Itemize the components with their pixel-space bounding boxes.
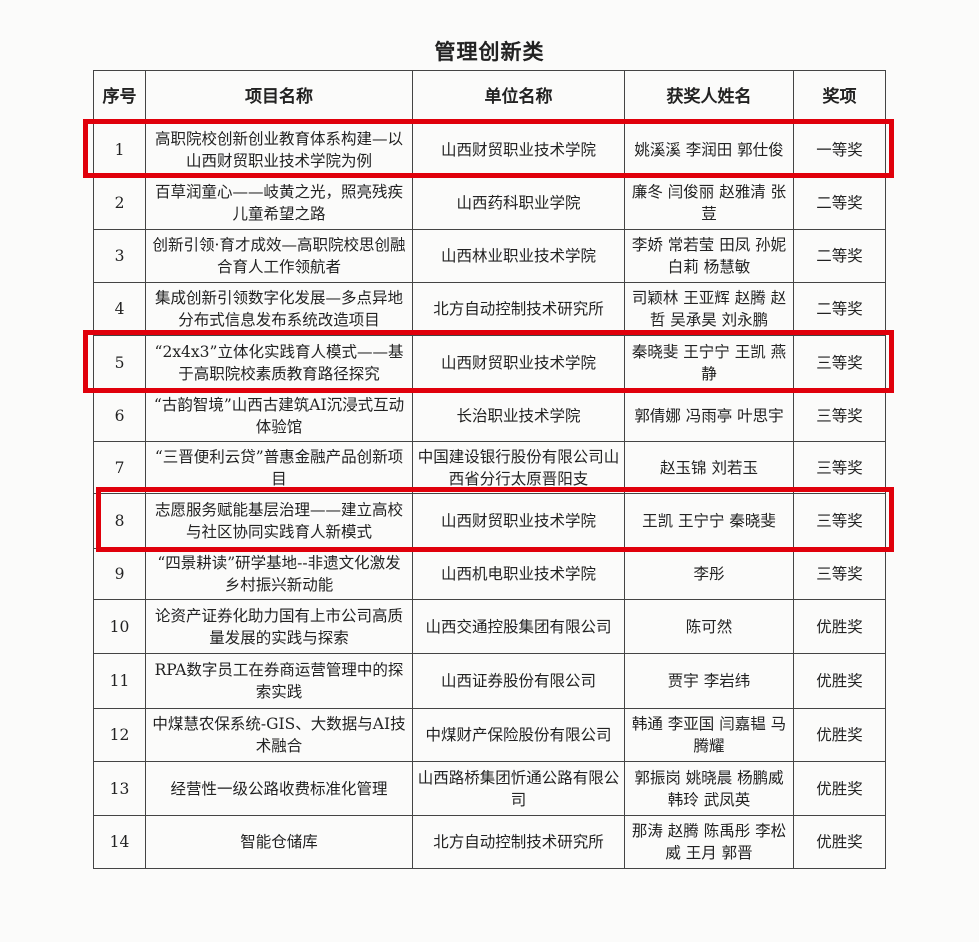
cell-project: RPA数字员工在券商运营管理中的探索实践 [145, 653, 413, 709]
cell-unit: 山西路桥集团忻通公路有限公司 [412, 761, 625, 816]
document-title: 管理创新类 [434, 39, 545, 64]
cell-unit: 长治职业技术学院 [412, 389, 625, 442]
table-row: 11 RPA数字员工在券商运营管理中的探索实践 山西证券股份有限公司 贾宇 李岩纬 优胜… [93, 653, 886, 709]
cell-no: 2 [93, 176, 146, 230]
cell-winners: 李彤 [624, 548, 794, 600]
cell-award: 二等奖 [793, 176, 886, 230]
cell-no: 5 [93, 335, 146, 390]
cell-winners: 赵玉锦 刘若玉 [624, 441, 794, 494]
cell-no: 9 [93, 548, 146, 600]
cell-no: 14 [93, 815, 146, 869]
cell-project: “四景耕读”研学基地--非遗文化激发乡村振兴新动能 [145, 548, 413, 600]
cell-project: 经营性一级公路收费标准化管理 [145, 761, 413, 816]
table-row: 10 论资产证券化助力国有上市公司高质量发展的实践与探索 山西交通控股集团有限公司陈… [93, 599, 886, 654]
cell-project: 智能仓储库 [145, 815, 413, 869]
cell-winners: 姚溪溪 李润田 郭仕俊 [624, 123, 794, 177]
cell-unit: 山西财贸职业技术学院 [412, 123, 625, 177]
cell-winners: 郭倩娜 冯雨亭 叶思宇 [624, 389, 794, 442]
cell-award: 优胜奖 [793, 599, 886, 654]
cell-unit: 山西证券股份有限公司 [412, 653, 625, 709]
cell-no: 12 [93, 708, 146, 762]
cell-award: 三等奖 [793, 335, 886, 390]
header-award: 奖项 [793, 70, 886, 124]
cell-no: 8 [93, 493, 146, 549]
cell-winners: 郭振岗 姚晓晨 杨鹏威 韩玲 武凤英 [624, 761, 794, 816]
header-project: 项目名称 [145, 70, 413, 124]
cell-unit: 山西交通控股集团有限公司 [412, 599, 625, 654]
table-row: 5 “2x4x3”立体化实践育人模式——基于高职院校素质教育路径探究 山西财贸职业技… [93, 335, 886, 390]
cell-project: 中煤慧农保系统-GIS、大数据与AI技术融合 [145, 708, 413, 762]
cell-project: 集成创新引领数字化发展—多点异地分布式信息发布系统改造项目 [145, 282, 413, 336]
cell-no: 3 [93, 229, 146, 283]
cell-winners: 王凯 王宁宁 秦晓斐 [624, 493, 794, 549]
cell-award: 优胜奖 [793, 761, 886, 816]
cell-unit: 山西财贸职业技术学院 [412, 493, 625, 549]
cell-winners: 韩通 李亚国 闫嘉韫 马腾耀 [624, 708, 794, 762]
cell-award: 三等奖 [793, 548, 886, 600]
cell-project: 创新引领·育才成效—高职院校思创融合育人工作领航者 [145, 229, 413, 283]
table-header-row: 序号 项目名称 单位名称 获奖人姓名 奖项 [93, 70, 886, 124]
cell-winners: 李娇 常若莹 田凤 孙妮 白莉 杨慧敏 [624, 229, 794, 283]
cell-award: 优胜奖 [793, 653, 886, 709]
cell-unit: 北方自动控制技术研究所 [412, 282, 625, 336]
cell-award: 优胜奖 [793, 708, 886, 762]
header-no: 序号 [93, 70, 146, 124]
cell-winners: 陈可然 [624, 599, 794, 654]
table-row: 12 中煤慧农保系统-GIS、大数据与AI技术融合 中煤财产保险股份有限公司 韩通 李… [93, 708, 886, 762]
cell-project: 论资产证券化助力国有上市公司高质量发展的实践与探索 [145, 599, 413, 654]
cell-project: “2x4x3”立体化实践育人模式——基于高职院校素质教育路径探究 [145, 335, 413, 390]
table-row: 9 “四景耕读”研学基地--非遗文化激发乡村振兴新动能 山西机电职业技术学院 李彤 三等… [93, 548, 886, 600]
cell-unit: 中国建设银行股份有限公司山西省分行太原晋阳支 [412, 441, 625, 494]
cell-winners: 司颖林 王亚辉 赵腾 赵哲 吴承昊 刘永鹏 [624, 282, 794, 336]
cell-no: 6 [93, 389, 146, 442]
cell-no: 1 [93, 123, 146, 177]
cell-winners: 贾宇 李岩纬 [624, 653, 794, 709]
table-row: 4 集成创新引领数字化发展—多点异地分布式信息发布系统改造项目 北方自动控制技术研究… [93, 282, 886, 336]
table-row: 2 百草润童心——岐黄之光，照亮残疾儿童希望之路 山西药科职业学院 廉冬 闫俊丽 赵雅… [93, 176, 886, 230]
cell-unit: 中煤财产保险股份有限公司 [412, 708, 625, 762]
cell-project: 志愿服务赋能基层治理——建立高校与社区协同实践育人新模式 [145, 493, 413, 549]
cell-unit: 山西药科职业学院 [412, 176, 625, 230]
cell-no: 4 [93, 282, 146, 336]
cell-no: 11 [93, 653, 146, 709]
cell-no: 7 [93, 441, 146, 494]
cell-project: 高职院校创新创业教育体系构建—以山西财贸职业技术学院为例 [145, 123, 413, 177]
cell-no: 10 [93, 599, 146, 654]
cell-unit: 山西机电职业技术学院 [412, 548, 625, 600]
cell-project: “三晋便利云贷”普惠金融产品创新项目 [145, 441, 413, 494]
cell-award: 优胜奖 [793, 815, 886, 869]
cell-project: 百草润童心——岐黄之光，照亮残疾儿童希望之路 [145, 176, 413, 230]
header-winners: 获奖人姓名 [624, 70, 794, 124]
table-row: 6 “古韵智境”山西古建筑AI沉浸式互动体验馆 长治职业技术学院 郭倩娜 冯雨亭 叶思… [93, 389, 886, 442]
header-unit: 单位名称 [412, 70, 625, 124]
cell-unit: 山西林业职业技术学院 [412, 229, 625, 283]
cell-winners: 秦晓斐 王宁宁 王凯 燕静 [624, 335, 794, 390]
cell-no: 13 [93, 761, 146, 816]
cell-award: 二等奖 [793, 282, 886, 336]
cell-winners: 廉冬 闫俊丽 赵雅清 张荳 [624, 176, 794, 230]
table-row: 8 志愿服务赋能基层治理——建立高校与社区协同实践育人新模式 山西财贸职业技术学院王… [93, 493, 886, 549]
cell-award: 一等奖 [793, 123, 886, 177]
cell-award: 三等奖 [793, 493, 886, 549]
cell-unit: 北方自动控制技术研究所 [412, 815, 625, 869]
table-row: 7 “三晋便利云贷”普惠金融产品创新项目 中国建设银行股份有限公司山西省分行太原晋阳… [93, 441, 886, 494]
cell-unit: 山西财贸职业技术学院 [412, 335, 625, 390]
table-row: 14 智能仓储库 北方自动控制技术研究所 那涛 赵腾 陈禹彤 李松威 王月 郭晋 优胜奖 [93, 815, 886, 869]
table-row: 3 创新引领·育才成效—高职院校思创融合育人工作领航者 山西林业职业技术学院 李娇 常… [93, 229, 886, 283]
table-row: 1 高职院校创新创业教育体系构建—以山西财贸职业技术学院为例 山西财贸职业技术学院姚… [93, 123, 886, 177]
awards-table: 序号 项目名称 单位名称 获奖人姓名 奖项 1 高职院校创新创业教育体系构建—以山… [93, 70, 886, 869]
table-row: 13 经营性一级公路收费标准化管理 山西路桥集团忻通公路有限公司 郭振岗 姚晓晨 杨鹏… [93, 761, 886, 816]
cell-award: 三等奖 [793, 441, 886, 494]
cell-winners: 那涛 赵腾 陈禹彤 李松威 王月 郭晋 [624, 815, 794, 869]
cell-award: 三等奖 [793, 389, 886, 442]
cell-project: “古韵智境”山西古建筑AI沉浸式互动体验馆 [145, 389, 413, 442]
cell-award: 二等奖 [793, 229, 886, 283]
